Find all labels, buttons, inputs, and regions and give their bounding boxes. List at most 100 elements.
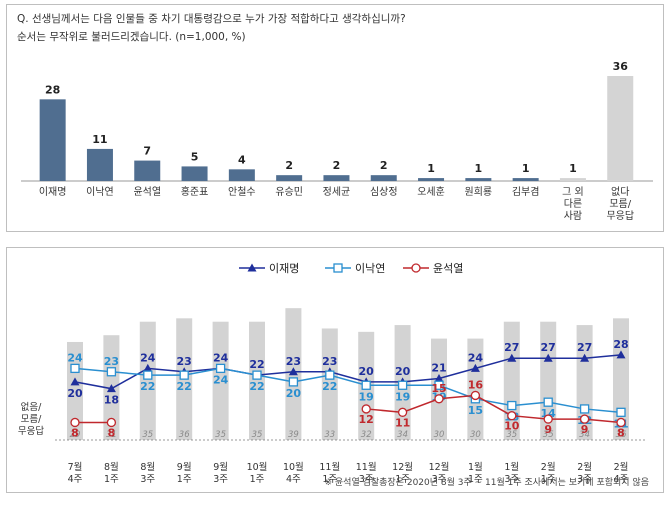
undecided-value-label: 35 [506, 430, 517, 440]
legend-label: 이낙연 [355, 262, 385, 275]
series-point-2 [70, 417, 80, 428]
series-point-2 [470, 390, 481, 401]
series-point-2 [361, 404, 371, 414]
bar-10 [512, 178, 539, 181]
undecided-bar [212, 321, 229, 440]
bar-category-label: 심상정 [370, 186, 398, 198]
undecided-bar [503, 321, 520, 440]
series-value-label: 27 [504, 341, 519, 354]
series-point-1 [361, 380, 371, 390]
x-tick-label: 9월 1주 [177, 461, 192, 485]
series-value-label: 15 [468, 404, 483, 417]
series-point-1 [325, 370, 335, 380]
x-tick-label: 10월 1주 [247, 461, 268, 485]
series-value-label: 8 [617, 426, 625, 439]
series-value-label: 23 [322, 355, 337, 368]
bar-value-label: 1 [522, 162, 530, 175]
series-value-label: 24 [213, 373, 229, 386]
bar-2 [134, 160, 161, 181]
x-tick-label: 1월 1주 [468, 461, 483, 485]
series-value-label: 22 [249, 380, 264, 393]
legend-label: 이재명 [269, 262, 299, 275]
x-tick-label: 9월 3주 [213, 461, 228, 485]
x-tick-label: 2월 1주 [541, 461, 556, 485]
series-value-label: 20 [359, 365, 375, 378]
series-point-1 [215, 363, 226, 374]
undecided-axis-label: 없음/모름/무응답 [18, 401, 44, 437]
series-point-2 [106, 417, 117, 428]
series-point-1 [507, 400, 517, 411]
series-value-label: 12 [359, 413, 374, 426]
bottom-chart-panel: 이재명 이낙연 윤석열 29 31 35 36 35 35 39 33 32 34 30 30 35 35 34 3… [6, 247, 664, 493]
bar-chart: 28이재명11이낙연7윤석열5홍준표4안철수2유승민2정세균2심상정1오세훈1원… [21, 60, 653, 222]
question-text: Q. 선생님께서는 다음 인물들 중 차기 대통령감으로 누가 가장 적합하다고… [17, 13, 406, 25]
series-point-1 [397, 380, 408, 390]
bar-value-label: 2 [380, 159, 388, 172]
series-point-0 [143, 363, 153, 372]
series-value-label: 27 [541, 341, 556, 354]
legend-marker [333, 263, 343, 273]
bar-11 [559, 178, 586, 181]
series-point-0 [616, 350, 626, 359]
bar-0 [39, 99, 66, 181]
x-tick-label: 8월 3주 [140, 461, 155, 485]
undecided-bar [249, 321, 265, 440]
series-point-1 [616, 407, 626, 417]
series-point-2 [434, 394, 444, 404]
series-point-2 [579, 414, 590, 424]
x-tick-label: 11월 3주 [356, 461, 377, 485]
series-point-2 [543, 414, 553, 424]
series-value-label: 23 [104, 355, 119, 368]
top-chart-panel: Q. 선생님께서는 다음 인물들 중 차기 대통령감으로 누가 가장 적합하다고… [6, 4, 664, 232]
series-value-label: 8 [71, 426, 79, 439]
x-tick-label: 12월 1주 [392, 461, 413, 485]
legend-marker [411, 263, 421, 273]
undecided-value-label: 35 [252, 430, 263, 440]
bar-7 [370, 175, 397, 181]
bar-value-label: 11 [92, 133, 107, 146]
undecided-value-label: 30 [470, 430, 481, 440]
undecided-bar [467, 338, 484, 440]
series-line-2 [366, 394, 622, 424]
bar-value-label: 1 [475, 162, 483, 175]
bar-value-label: 5 [191, 150, 199, 163]
series-point-1 [434, 380, 444, 390]
undecided-bar [540, 321, 557, 440]
bar-value-label: 2 [333, 159, 341, 172]
series-point-1 [579, 404, 590, 414]
undecided-value-label: 29 [70, 430, 81, 440]
series-value-label: 24 [468, 351, 484, 364]
series-value-label: 22 [322, 380, 337, 393]
bar-value-label: 4 [238, 153, 246, 166]
bar-category-label: 원희룡 [465, 186, 493, 198]
bar-4 [228, 169, 255, 181]
series-value-label: 10 [504, 420, 520, 433]
undecided-value-label: 35 [142, 430, 153, 440]
bar-category-label: 이재명 [39, 186, 67, 198]
series-value-label: 22 [249, 358, 264, 371]
x-tick-label: 2월 4주 [614, 461, 629, 485]
bar-value-label: 36 [613, 60, 629, 73]
bar-value-label: 7 [143, 145, 151, 158]
undecided-value-label: 34 [397, 430, 408, 440]
series-point-2 [507, 411, 517, 421]
series-point-2 [397, 407, 408, 417]
undecided-bar [139, 321, 156, 440]
x-tick-label: 7월 4주 [68, 461, 83, 485]
bar-3 [181, 166, 208, 181]
undecided-value-label: 31 [106, 430, 117, 440]
undecided-value-label: 35 [543, 430, 554, 440]
bar-5 [276, 175, 303, 181]
bar-value-label: 1 [427, 162, 435, 175]
undecided-value-label: 30 [434, 430, 445, 440]
question-subtext: 순서는 무작위로 불러드리겠습니다. (n=1,000, %) [17, 31, 246, 43]
undecided-value-label: 36 [616, 430, 627, 440]
series-value-label: 8 [108, 426, 116, 439]
series-value-label: 23 [177, 355, 192, 368]
bar-value-label: 2 [285, 159, 293, 172]
bar-9 [465, 178, 492, 181]
series-point-1 [143, 370, 153, 380]
series-value-label: 15 [431, 382, 446, 395]
series-value-label: 21 [431, 362, 446, 375]
bar-category-label: 홍준표 [181, 185, 209, 198]
